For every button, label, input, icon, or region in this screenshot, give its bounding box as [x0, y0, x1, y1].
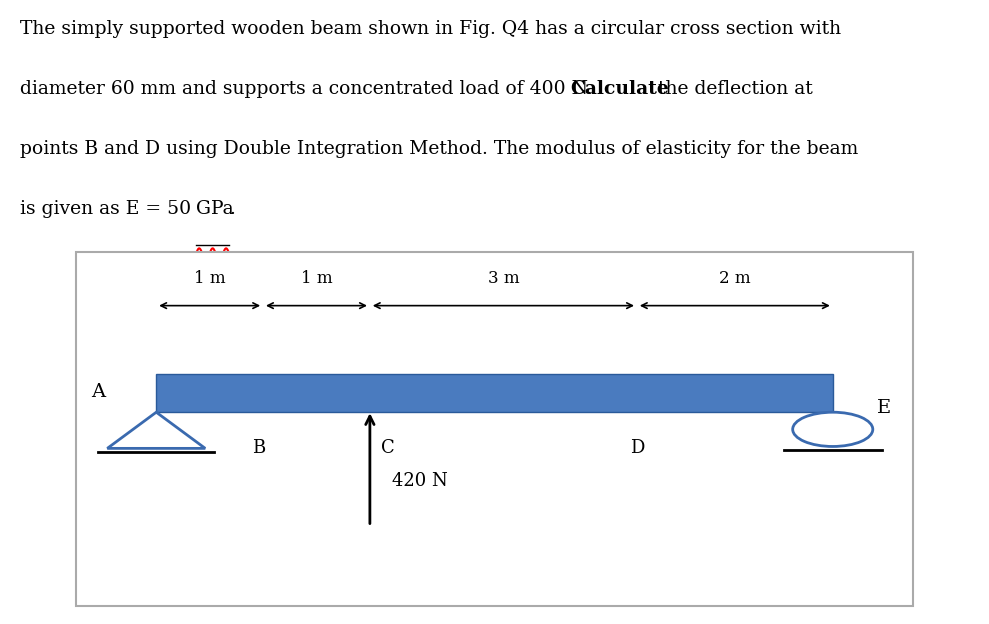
Text: B: B	[252, 439, 265, 457]
Circle shape	[793, 412, 873, 447]
Text: Calculate: Calculate	[571, 80, 670, 98]
Bar	[156, 374, 833, 412]
Text: 1 m: 1 m	[194, 270, 225, 286]
Text: diameter 60 mm and supports a concentrated load of 400 N.: diameter 60 mm and supports a concentrat…	[20, 80, 598, 98]
Text: 1 m: 1 m	[301, 270, 332, 286]
Text: A: A	[91, 383, 106, 401]
Text: The simply supported wooden beam shown in Fig. Q4 has a circular cross section w: The simply supported wooden beam shown i…	[20, 20, 841, 38]
Text: .: .	[229, 200, 235, 218]
Text: C: C	[381, 439, 395, 457]
Text: D: D	[630, 439, 644, 457]
Text: E: E	[877, 399, 891, 417]
Text: 3 m: 3 m	[488, 270, 519, 286]
Text: GPa: GPa	[196, 200, 233, 218]
Text: is given as E = 50: is given as E = 50	[20, 200, 197, 218]
Text: 2 m: 2 m	[719, 270, 751, 286]
Text: points B and D using Double Integration Method. The modulus of elasticity for th: points B and D using Double Integration …	[20, 140, 858, 158]
Text: the deflection at: the deflection at	[652, 80, 813, 98]
FancyBboxPatch shape	[76, 252, 913, 607]
Text: 420 N: 420 N	[392, 472, 448, 490]
